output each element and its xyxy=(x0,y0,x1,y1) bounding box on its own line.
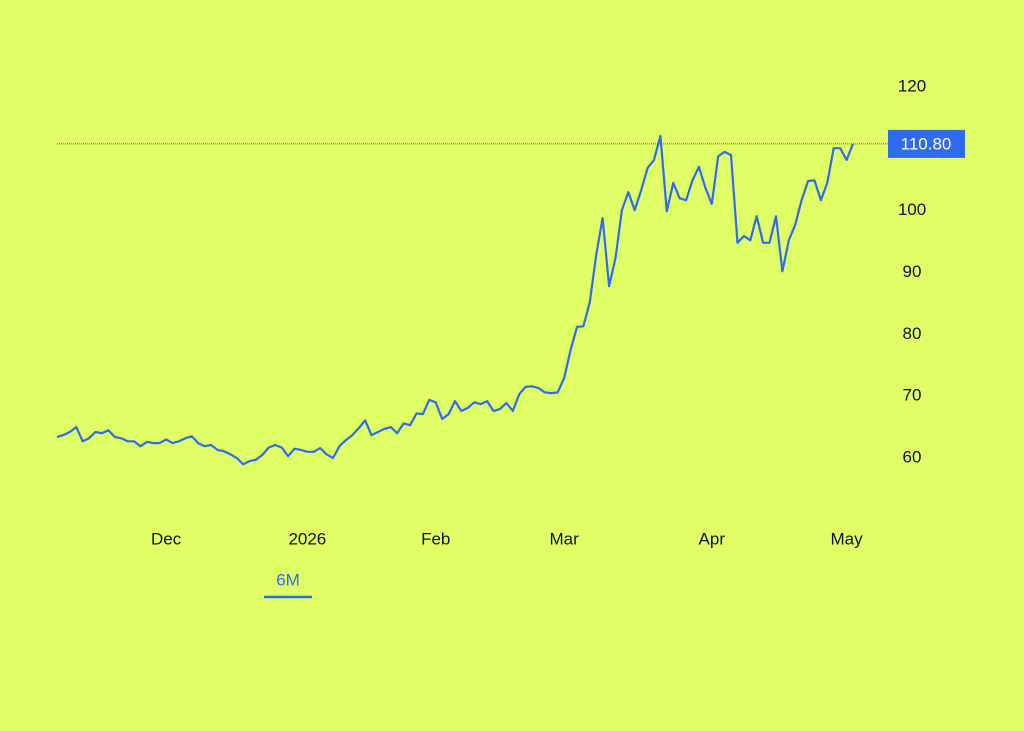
last-price-label: 110.80 xyxy=(901,134,952,153)
x-tick-label: Feb xyxy=(421,529,450,548)
y-tick-label: 120 xyxy=(898,76,926,95)
x-tick-label: Mar xyxy=(549,529,579,548)
y-tick-label: 70 xyxy=(903,386,922,405)
price-line xyxy=(56,134,855,466)
range-button[interactable]: 6M xyxy=(276,570,300,589)
y-tick-label: 80 xyxy=(903,324,922,343)
y-tick-label: 90 xyxy=(903,262,922,281)
y-tick-label: 100 xyxy=(898,200,926,219)
x-tick-label: 2026 xyxy=(288,529,326,548)
x-tick-label: Dec xyxy=(151,529,182,548)
x-tick-label: Apr xyxy=(699,529,726,548)
last-price-box xyxy=(888,129,965,158)
y-tick-label: 60 xyxy=(903,447,922,466)
x-tick-label: May xyxy=(831,529,864,548)
